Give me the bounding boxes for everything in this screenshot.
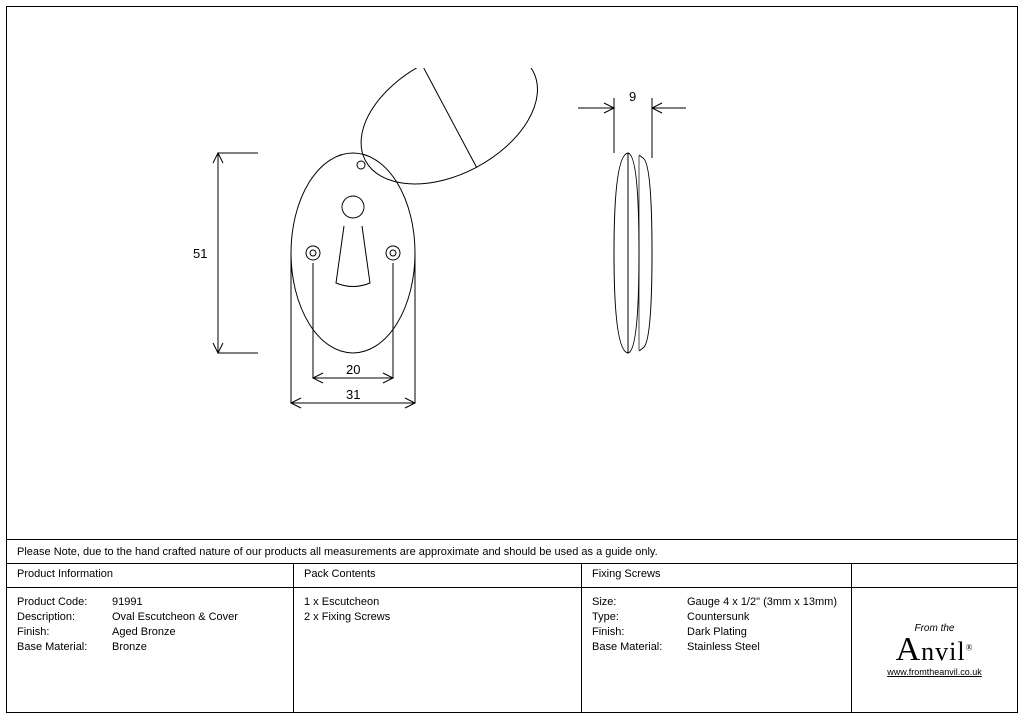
- technical-drawing-area: 51: [8, 8, 1016, 537]
- product-info-header: Product Information: [7, 564, 294, 587]
- kv-row: Base Material: Stainless Steel: [592, 641, 841, 653]
- brand-url: www.fromtheanvil.co.uk: [887, 667, 982, 677]
- pack-contents-header: Pack Contents: [294, 564, 582, 587]
- section-headers: Product Information Pack Contents Fixing…: [7, 564, 1017, 588]
- kv-row: Type: Countersunk: [592, 611, 841, 623]
- kv-row: Product Code: 91991: [17, 596, 283, 608]
- brand-header-cell: [852, 564, 1017, 587]
- product-info-cell: Product Code: 91991 Description: Oval Es…: [7, 588, 294, 712]
- svg-text:31: 31: [346, 387, 360, 402]
- dim-depth: 9: [578, 89, 686, 158]
- kv-label: Base Material:: [17, 641, 112, 653]
- dim-height: 51: [193, 153, 258, 353]
- brand-logo: Anvil®: [896, 631, 974, 669]
- escutcheon-drawing: 51: [158, 68, 758, 428]
- fixing-screws-header: Fixing Screws: [582, 564, 852, 587]
- kv-label: Product Code:: [17, 596, 112, 608]
- svg-text:9: 9: [629, 89, 636, 104]
- brand-cell: From the Anvil® www.fromtheanvil.co.uk: [852, 588, 1017, 712]
- pack-contents-cell: 1 x Escutcheon 2 x Fixing Screws: [294, 588, 582, 712]
- kv-value: Countersunk: [687, 611, 841, 623]
- kv-label: Finish:: [17, 626, 112, 638]
- kv-label: Type:: [592, 611, 687, 623]
- kv-label: Size:: [592, 596, 687, 608]
- kv-value: Dark Plating: [687, 626, 841, 638]
- side-view: [614, 153, 652, 353]
- dim-width: 31: [291, 253, 415, 408]
- kv-row: Description: Oval Escutcheon & Cover: [17, 611, 283, 623]
- kv-row: Finish: Dark Plating: [592, 626, 841, 638]
- svg-text:51: 51: [193, 246, 207, 261]
- list-item: 1 x Escutcheon: [304, 596, 571, 608]
- kv-value: Stainless Steel: [687, 641, 841, 653]
- list-item: 2 x Fixing Screws: [304, 611, 571, 623]
- fixing-screws-cell: Size: Gauge 4 x 1/2" (3mm x 13mm) Type: …: [582, 588, 852, 712]
- kv-row: Size: Gauge 4 x 1/2" (3mm x 13mm): [592, 596, 841, 608]
- kv-value: Bronze: [112, 641, 283, 653]
- kv-label: Base Material:: [592, 641, 687, 653]
- section-data: Product Code: 91991 Description: Oval Es…: [7, 588, 1017, 712]
- note-row: Please Note, due to the hand crafted nat…: [7, 539, 1017, 564]
- drawing-frame: 51: [6, 6, 1018, 713]
- note-text: Please Note, due to the hand crafted nat…: [17, 546, 658, 558]
- kv-label: Description:: [17, 611, 112, 623]
- kv-label: Finish:: [592, 626, 687, 638]
- kv-row: Base Material: Bronze: [17, 641, 283, 653]
- kv-value: Gauge 4 x 1/2" (3mm x 13mm): [687, 596, 841, 608]
- kv-value: Aged Bronze: [112, 626, 283, 638]
- front-view: [291, 68, 560, 353]
- kv-value: Oval Escutcheon & Cover: [112, 611, 283, 623]
- dim-screw-spacing: 20: [313, 263, 393, 383]
- kv-value: 91991: [112, 596, 283, 608]
- kv-row: Finish: Aged Bronze: [17, 626, 283, 638]
- svg-text:20: 20: [346, 362, 360, 377]
